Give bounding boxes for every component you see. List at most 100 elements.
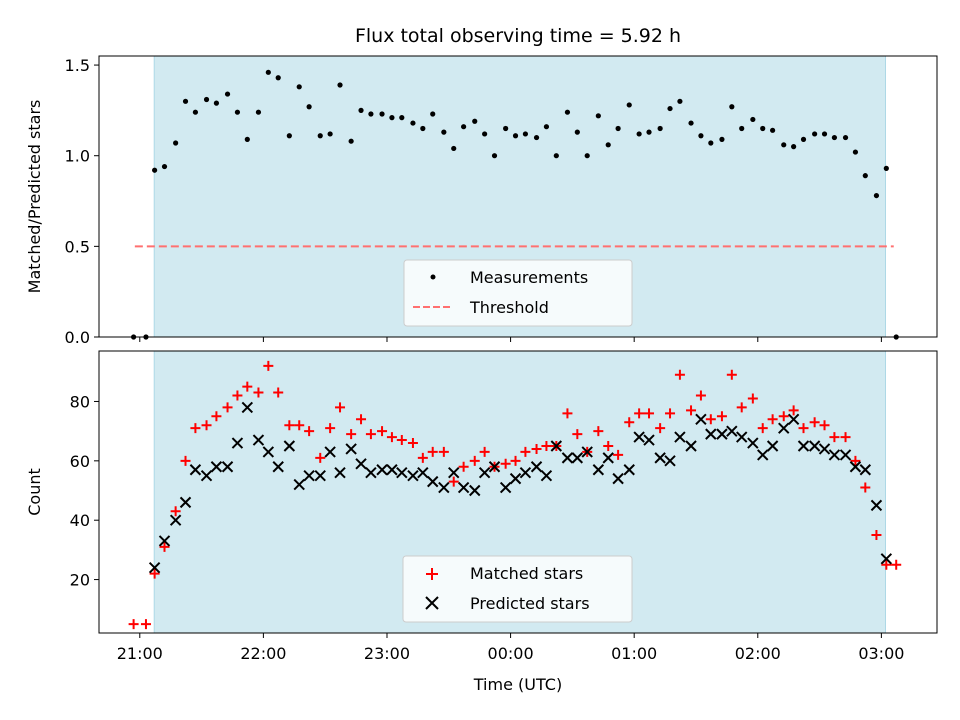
predicted-star-point	[757, 449, 769, 461]
top-legend: Measurements Threshold	[403, 259, 633, 327]
chart-title: Flux total observing time = 5.92 h	[355, 25, 681, 47]
measurement-points	[131, 69, 899, 340]
matched-star-point	[891, 559, 902, 570]
measurement-point	[234, 109, 241, 115]
predicted-star-point	[272, 461, 284, 473]
predicted-star-point	[252, 434, 265, 446]
predicted-star-point	[828, 449, 841, 461]
predicted-star-point	[839, 449, 852, 461]
measurement-point	[213, 100, 220, 106]
y-tick-label: 20	[70, 571, 90, 590]
predicted-star-point	[561, 452, 574, 464]
matched-star-point	[665, 408, 676, 419]
bottom-legend-box	[402, 555, 633, 623]
predicted-star-point	[747, 437, 759, 449]
matched-star-point	[211, 411, 222, 422]
predicted-star-point	[365, 466, 377, 479]
matched-star-point	[747, 393, 758, 404]
legend-predicted-marker	[425, 596, 439, 610]
measurement-point	[182, 98, 189, 104]
measurement-point	[152, 167, 158, 173]
predicted-star-point	[550, 440, 563, 452]
matched-star-point	[315, 452, 326, 463]
ratio-panel: 0.0 0.5 1.0 1.5 Matched/Predicted stars Mea…	[25, 55, 938, 347]
measurement-point	[482, 131, 488, 137]
predicted-star-point	[200, 469, 213, 482]
measurement-point	[430, 111, 436, 117]
predicted-star-point	[438, 481, 450, 494]
predicted-star-point	[787, 413, 800, 425]
measurement-point	[203, 96, 210, 103]
measurement-point	[626, 102, 632, 108]
measurement-point	[161, 163, 168, 170]
measurement-point	[255, 109, 262, 115]
predicted-star-point	[581, 446, 593, 458]
measurement-point	[862, 173, 868, 179]
matched-star-point	[674, 369, 685, 380]
matched-star-point	[520, 446, 531, 457]
measurement-point	[399, 115, 405, 121]
predicted-star-point	[376, 464, 388, 476]
measurement-point	[750, 116, 756, 123]
predicted-star-point	[210, 461, 223, 473]
predicted-star-point	[571, 452, 584, 464]
predicted-star-point	[716, 428, 728, 440]
measurement-point	[781, 142, 787, 148]
predicted-star-point	[303, 469, 315, 482]
predicted-star-point	[457, 481, 470, 494]
matched-star-point	[253, 387, 264, 398]
predicted-star-point	[540, 469, 553, 482]
matched-star-point	[365, 429, 376, 440]
measurement-point	[719, 136, 725, 142]
measurement-point	[791, 144, 797, 150]
measurement-point	[244, 136, 250, 142]
measurement-point	[327, 131, 333, 137]
predicted-star-point	[797, 440, 810, 452]
predicted-star-point	[654, 452, 666, 464]
star-count-points	[128, 360, 902, 630]
predicted-star-point	[602, 452, 614, 464]
predicted-star-point	[623, 464, 635, 476]
bottom-axes-frame	[98, 350, 938, 634]
predicted-star-point	[469, 484, 481, 497]
matched-star-point	[438, 446, 449, 457]
y-tick-label: 0.0	[65, 328, 90, 347]
measurement-point	[348, 138, 354, 144]
matched-star-point	[201, 420, 212, 431]
measurement-point	[812, 131, 818, 137]
matched-star-point	[541, 440, 552, 451]
matched-star-point	[273, 387, 284, 398]
matched-star-point	[304, 426, 315, 437]
matched-star-point	[726, 369, 737, 380]
matched-star-point	[417, 452, 428, 463]
count-panel: 20 40 60 80 21:00 22:00 23:00 00:00 01:00 02:00 0…	[25, 350, 938, 694]
matched-star-point	[242, 381, 253, 392]
predicted-star-point	[664, 455, 676, 467]
matched-star-point	[407, 438, 418, 449]
measurement-point	[595, 113, 601, 119]
matched-star-point	[222, 402, 233, 413]
legend-measurement-marker	[430, 274, 436, 280]
matched-star-point	[757, 423, 768, 434]
matched-star-point	[263, 360, 274, 371]
matched-star-point	[356, 414, 367, 425]
measurement-point	[512, 133, 519, 139]
matched-star-point	[346, 429, 357, 440]
matched-star-point	[232, 390, 243, 401]
matched-star-point	[593, 426, 604, 437]
measurement-point	[420, 125, 426, 132]
measurement-point	[503, 125, 509, 132]
predicted-star-point	[778, 422, 790, 434]
matched-star-point	[510, 455, 521, 466]
measurement-point	[368, 111, 374, 117]
measurement-point	[605, 142, 611, 148]
predicted-star-point	[283, 440, 296, 452]
predicted-star-point	[685, 440, 697, 452]
matched-star-point	[788, 405, 799, 416]
legend-plus-glyph	[426, 568, 438, 580]
predicted-star-point	[448, 466, 460, 479]
matched-star-point	[686, 405, 697, 416]
x-tick-label: 23:00	[364, 644, 410, 663]
measurement-point	[708, 140, 714, 146]
matched-star-point	[809, 417, 820, 428]
